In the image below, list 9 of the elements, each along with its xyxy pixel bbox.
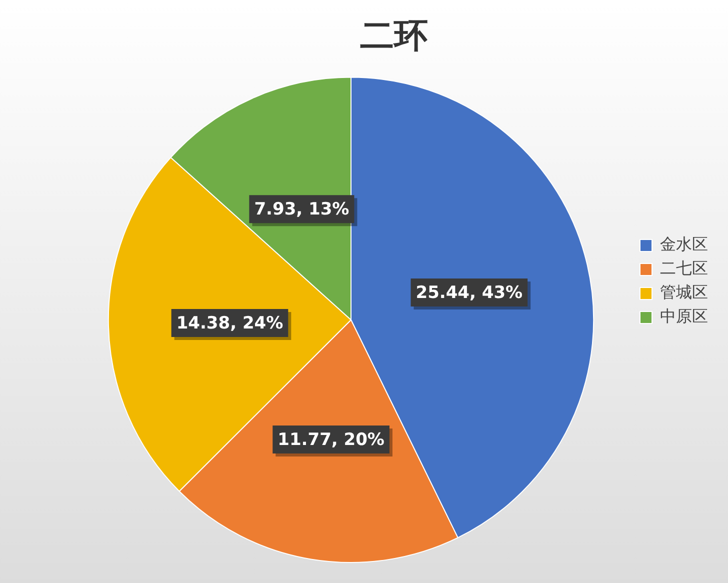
data-label: 11.77, 20% (278, 430, 384, 450)
data-label: 14.38, 24% (176, 313, 284, 334)
legend-label: 二七区 (660, 258, 708, 278)
legend-label: 管城区 (660, 282, 708, 302)
chart-title: 二环 (360, 16, 428, 56)
legend-label: 金水区 (660, 234, 708, 254)
data-label: 25.44, 43% (416, 282, 523, 303)
legend-label: 中原区 (660, 306, 708, 326)
data-label: 7.93, 13% (254, 199, 350, 220)
